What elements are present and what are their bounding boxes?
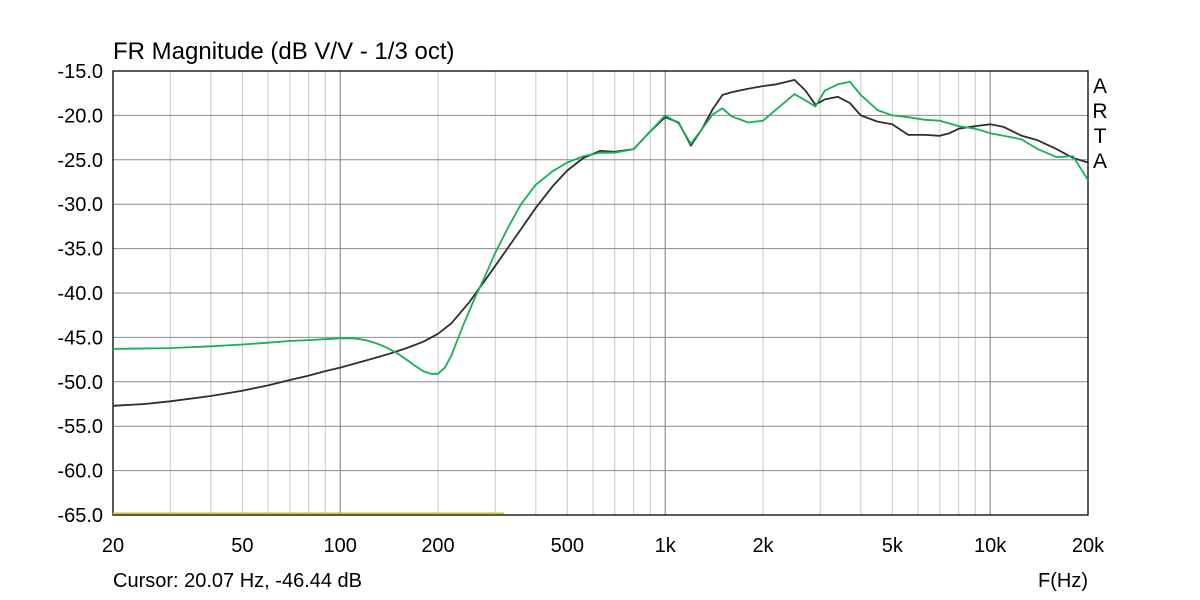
x-tick-label: 1k bbox=[655, 535, 677, 557]
grid bbox=[112, 70, 1089, 516]
x-tick-label: 5k bbox=[882, 535, 904, 557]
y-tick-label: -50.0 bbox=[57, 372, 103, 394]
cursor-readout: Cursor: 20.07 Hz, -46.44 dB bbox=[113, 570, 362, 592]
x-tick-label: 500 bbox=[551, 535, 584, 557]
y-tick-label: -55.0 bbox=[57, 416, 103, 438]
series-layer bbox=[112, 79, 1089, 515]
series-line-1 bbox=[112, 79, 1089, 407]
x-tick-label: 20k bbox=[1072, 535, 1105, 557]
x-tick-label: 100 bbox=[323, 535, 356, 557]
plot-frame bbox=[112, 70, 1089, 516]
y-tick-label: -25.0 bbox=[57, 150, 103, 172]
x-axis-label: F(Hz) bbox=[1038, 570, 1088, 592]
x-tick-label: 20 bbox=[102, 535, 124, 557]
chart-title: FR Magnitude (dB V/V - 1/3 oct) bbox=[113, 38, 454, 65]
y-tick-label: -30.0 bbox=[57, 194, 103, 216]
x-tick-labels: 20 50 100 200 500 1k 2k 5k 10k 20k bbox=[102, 535, 1105, 557]
y-tick-label: -35.0 bbox=[57, 239, 103, 261]
y-tick-labels: -15.0 -20.0 -25.0 -30.0 -35.0 -40.0 -45.0 -50.0… bbox=[57, 61, 103, 527]
x-tick-label: 2k bbox=[752, 535, 774, 557]
y-tick-label: -40.0 bbox=[57, 283, 103, 305]
y-tick-label: -60.0 bbox=[57, 461, 103, 483]
x-tick-label: 200 bbox=[421, 535, 454, 557]
x-tick-label: 10k bbox=[974, 535, 1007, 557]
y-tick-label: -65.0 bbox=[57, 505, 103, 527]
series-line-2 bbox=[112, 80, 1089, 375]
y-tick-label: -45.0 bbox=[57, 327, 103, 349]
y-tick-label: -15.0 bbox=[57, 61, 103, 83]
x-tick-label: 50 bbox=[231, 535, 253, 557]
y-tick-label: -20.0 bbox=[57, 105, 103, 127]
plot-border bbox=[112, 70, 1089, 516]
